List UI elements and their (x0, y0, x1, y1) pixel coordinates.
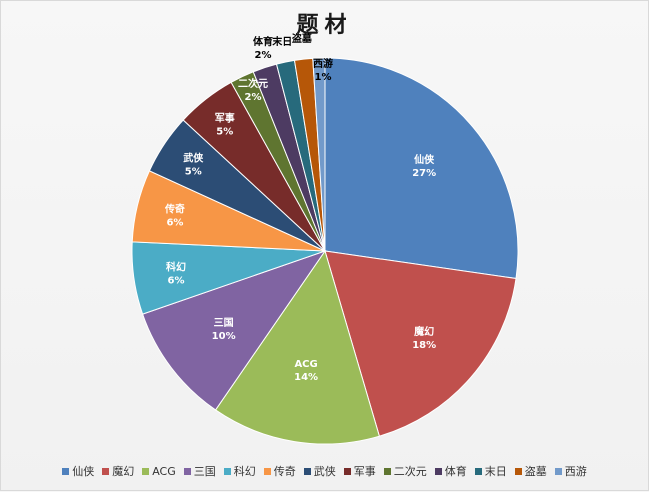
legend-swatch (62, 467, 70, 475)
legend-item-ACG: ACG (142, 463, 176, 479)
legend-item-体育: 体育 (434, 463, 467, 479)
legend-swatch (434, 467, 442, 475)
legend-label: 末日 (484, 465, 507, 478)
legend-label: 仙侠 (72, 465, 95, 478)
legend-swatch (223, 467, 231, 475)
slice-label-军事: 军事 (215, 112, 235, 125)
legend-item-传奇: 传奇 (263, 463, 296, 479)
slice-value-二次元: 2% (245, 92, 262, 103)
legend-label: 盗墓 (524, 465, 547, 478)
legend-item-军事: 军事 (343, 463, 376, 479)
legend-item-魔幻: 魔幻 (102, 463, 134, 479)
slice-label-三国: 三国 (214, 317, 234, 329)
legend-swatch (554, 467, 562, 475)
legend-label: 武侠 (313, 465, 336, 478)
slice-value-传奇: 6% (166, 218, 183, 229)
legend-label: 体育 (444, 465, 467, 478)
legend-swatch (383, 467, 391, 475)
slice-value-魔幻: 18% (412, 340, 436, 351)
legend-label: ACG (152, 464, 176, 478)
slice-value-武侠: 5% (185, 166, 202, 177)
slice-label-魔幻: 魔幻 (414, 325, 434, 338)
legend-item-武侠: 武侠 (303, 463, 336, 479)
slice-value-西游: 1% (315, 72, 332, 83)
legend-item-三国: 三国 (183, 463, 216, 479)
legend-item-西游: 西游 (554, 463, 587, 479)
slice-label-科幻: 科幻 (166, 260, 186, 273)
legend: 仙侠 魔幻 ACG 三国 科幻 传奇 武侠 军事 二次元 体育 末日 盗墓 西游 (1, 463, 648, 479)
legend-swatch (343, 467, 351, 475)
legend-label: 魔幻 (112, 465, 135, 478)
slice-value-ACG: 14% (294, 372, 318, 383)
pie-slice-魔幻 (324, 250, 517, 437)
legend-item-科幻: 科幻 (223, 463, 256, 479)
legend-label: 科幻 (233, 465, 256, 478)
pie-slice-ACG (214, 249, 380, 445)
slice-label-仙侠: 仙侠 (414, 153, 435, 166)
slice-label-末日: 末日 (272, 35, 292, 48)
pie-slice-仙侠 (324, 57, 519, 280)
slice-label-二次元: 二次元 (238, 77, 268, 90)
slice-value-科幻: 6% (168, 275, 185, 286)
legend-item-仙侠: 仙侠 (62, 463, 94, 479)
legend-swatch (303, 467, 311, 475)
pie-slice-三国 (141, 250, 327, 411)
slice-label-ACG: ACG (294, 359, 317, 370)
slice-value-仙侠: 27% (412, 168, 436, 179)
legend-swatch (142, 467, 150, 475)
legend-item-盗墓: 盗墓 (514, 463, 547, 479)
legend-item-末日: 末日 (474, 463, 507, 479)
slice-label-西游: 西游 (313, 57, 333, 70)
slice-label-体育: 体育 (253, 35, 273, 48)
slice-value-三国: 10% (212, 331, 236, 342)
slice-value-军事: 5% (216, 127, 233, 138)
legend-swatch (263, 467, 271, 475)
slice-label-盗墓: 盗墓 (292, 32, 313, 45)
legend-swatch (183, 467, 191, 475)
legend-label: 二次元 (393, 465, 427, 478)
legend-swatch (474, 467, 482, 475)
legend-item-二次元: 二次元 (383, 463, 427, 479)
legend-label: 西游 (564, 465, 587, 478)
slice-label-武侠: 武侠 (183, 151, 204, 164)
pie-slice-西游 (312, 57, 326, 252)
legend-label: 三国 (193, 465, 216, 478)
legend-swatch (102, 467, 110, 475)
slice-value-体育: 2% (255, 50, 272, 61)
legend-swatch (514, 467, 522, 475)
legend-label: 军事 (353, 465, 376, 478)
legend-label: 传奇 (273, 465, 296, 478)
chart-title: 题材 (296, 13, 353, 38)
slice-label-传奇: 传奇 (164, 203, 185, 216)
